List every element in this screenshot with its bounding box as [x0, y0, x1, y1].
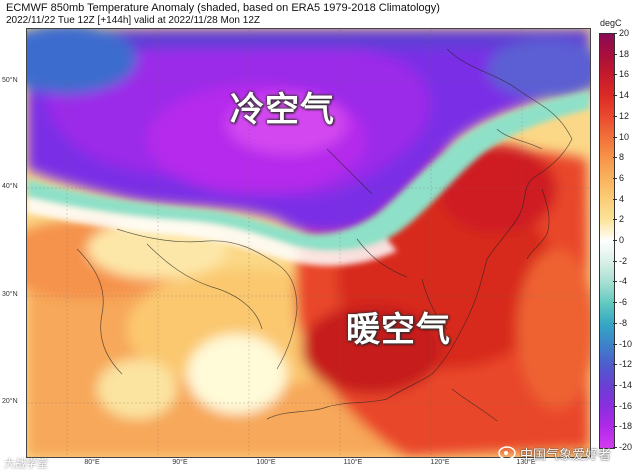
- lat-label-20n: 20°N: [2, 398, 18, 405]
- colorbar-tick-mark: [613, 343, 617, 345]
- lon-label-110e: 110°E: [343, 459, 363, 466]
- colorbar-tick-label: 8: [619, 152, 625, 163]
- weibo-logo-icon: [498, 446, 516, 460]
- colorbar-tick-mark: [613, 281, 617, 283]
- colorbar-tick-mark: [613, 157, 617, 159]
- colorbar-tick-mark: [613, 364, 617, 366]
- colorbar-tick-mark: [613, 53, 617, 55]
- warm-air-label: 暖空气: [346, 310, 451, 350]
- colorbar-tick-label: 0: [619, 235, 625, 245]
- colorbar-tick-label: -6: [619, 297, 628, 308]
- colorbar-tick-label: -12: [619, 359, 633, 370]
- colorbar-tick-mark: [613, 33, 617, 34]
- colorbar-tick-label: -20: [619, 442, 633, 452]
- lon-label-90e: 90°E: [172, 459, 188, 466]
- colorbar-tick-mark: [613, 405, 617, 407]
- colorbar-tick-label: -8: [619, 317, 628, 328]
- colorbar-tick-label: 14: [619, 90, 630, 101]
- colorbar-tick-mark: [613, 384, 617, 386]
- colorbar-tick-label: 12: [619, 110, 630, 121]
- colorbar-tick-label: -14: [619, 379, 633, 390]
- colorbar-tick-mark: [613, 74, 617, 76]
- colorbar-tick-mark: [613, 177, 617, 179]
- lon-label-130e: 130°E: [516, 459, 536, 466]
- colorbar: [599, 33, 615, 449]
- lat-label-50n: 50°N: [2, 77, 18, 84]
- colorbar-unit: degC: [600, 18, 622, 28]
- lon-label-100e: 100°E: [256, 459, 276, 466]
- colorbar-tick-mark: [613, 198, 617, 200]
- colorbar-tick-mark: [613, 322, 617, 324]
- colorbar-tick-mark: [613, 426, 617, 428]
- colorbar-tick-mark: [613, 447, 617, 448]
- cold-air-label: 冷空气: [230, 90, 335, 130]
- colorbar-tick-label: 10: [619, 131, 630, 142]
- anomaly-field: [27, 29, 590, 457]
- colorbar-tick-mark: [613, 219, 617, 221]
- colorbar-tick-label: -4: [619, 276, 628, 287]
- colorbar-tick-mark: [613, 95, 617, 97]
- lat-label-30n: 30°N: [2, 291, 18, 298]
- colorbar-tick-label: 18: [619, 48, 630, 59]
- colorbar-tick-label: 20: [619, 28, 630, 38]
- colorbar-tick-label: -18: [619, 421, 633, 432]
- colorbar-tick-label: -16: [619, 400, 633, 411]
- colorbar-tick-mark: [613, 260, 617, 262]
- colorbar-tick-label: -10: [619, 338, 633, 349]
- colorbar-tick-label: 6: [619, 172, 625, 183]
- colorbar-tick-mark: [613, 240, 617, 241]
- colorbar-tick-label: 16: [619, 69, 630, 80]
- map-title: ECMWF 850mb Temperature Anomaly (shaded,…: [6, 2, 440, 14]
- watermark-right: 中国气象爱好者: [520, 447, 612, 462]
- lon-label-80e: 80°E: [84, 459, 100, 466]
- colorbar-tick-mark: [613, 136, 617, 138]
- colorbar-tick-mark: [613, 115, 617, 117]
- lat-label-40n: 40°N: [2, 183, 18, 190]
- colorbar-tick-label: -2: [619, 255, 628, 266]
- lon-label-120e: 120°E: [430, 459, 450, 466]
- watermark-left: 大战学堂: [4, 458, 48, 470]
- temperature-anomaly-map: [26, 28, 591, 458]
- colorbar-tick-mark: [613, 302, 617, 304]
- colorbar-tick-label: 4: [619, 193, 625, 204]
- colorbar-tick-label: 2: [619, 214, 625, 225]
- map-subtitle: 2022/11/22 Tue 12Z [+144h] valid at 2022…: [6, 15, 260, 26]
